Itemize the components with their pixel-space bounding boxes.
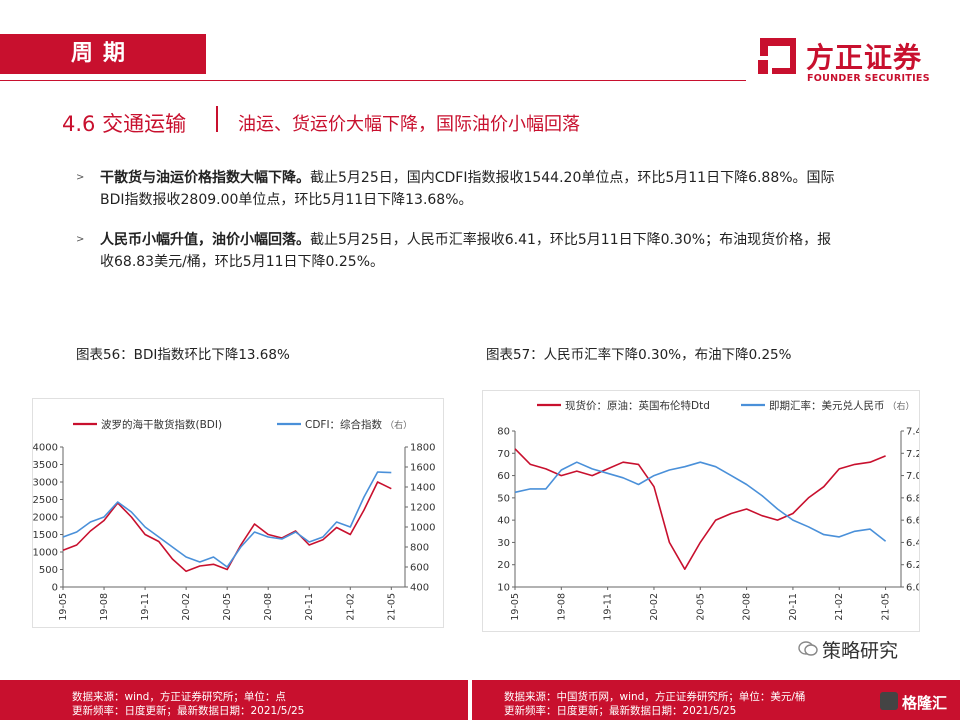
y2-tick-label: 1200 [410,503,435,514]
x-tick-label: 20-05 [222,593,233,621]
wechat-icon [798,640,818,658]
y-tick-label: 40 [497,516,510,527]
y2-tick-label: 1000 [410,523,435,534]
y2-tick-label: 7.2 [906,449,919,460]
x-tick-label: 19-11 [140,593,151,621]
legend-label-cdfi: CDFI：综合指数 （右） [305,418,412,431]
y2-tick-label: 600 [410,563,429,574]
y-tick-label: 10 [497,583,510,594]
footer-left-line1: 数据来源：wind，方正证券研究所；单位：点 [72,691,286,703]
x-tick-label: 20-02 [649,593,660,621]
y-tick-label: 0 [52,583,58,594]
series-line-1 [514,461,887,542]
y2-tick-label: 6.8 [906,493,919,504]
bullet-2-bold: 人民币小幅升值，油价小幅回落。 [100,232,310,248]
founder-logo-icon [756,38,796,78]
y-tick-label: 500 [39,565,58,576]
series-line-0 [62,481,392,573]
y2-tick-label: 800 [410,543,429,554]
y-tick-label: 80 [497,427,510,438]
bullet-2-text: 截止5月25日，人民币汇率报收6.41，环比5月11日下降0.30%；布油现货价… [100,232,832,270]
y2-tick-label: 6.2 [906,560,919,571]
x-tick-label: 21-05 [386,593,397,621]
footer-right-bar [472,680,960,720]
chart-56-legend: 波罗的海干散货指数(BDI) CDFI：综合指数 （右） [73,418,412,431]
y2-tick-label: 6.0 [906,583,919,594]
bullet-1: > 干散货与油运价格指数大幅下降。截止5月25日，国内CDFI指数报收1544.… [76,167,840,211]
chart-56-frame: 波罗的海干散货指数(BDI) CDFI：综合指数 （右） 0 500 1000 1500… [32,398,444,628]
title-separator [216,106,218,132]
watermark-strategy: 策略研究 [822,640,899,662]
section-label: 周期 [70,41,135,66]
chart-56: 波罗的海干散货指数(BDI) CDFI：综合指数 （右） 0 500 1000 1500… [33,418,436,621]
y2-tick-label: 6.6 [906,516,919,527]
y-tick-label: 20 [497,560,510,571]
x-tick-label: 19-08 [99,593,110,621]
y-tick-label: 60 [497,471,510,482]
footer-right-line1: 数据来源：中国货币网，wind，方正证券研究所；单位：美元/桶 [504,691,806,703]
figure-56-caption: 图表56：BDI指数环比下降13.68% [76,347,290,363]
x-tick-label: 20-11 [304,593,315,621]
x-tick-label: 21-02 [834,593,845,621]
x-tick-label: 19-08 [556,593,567,621]
gelonghui-logo-icon [880,692,898,710]
x-tick-label: 20-08 [263,593,274,621]
footer-right-line2: 更新频率：日度更新；最新数据日期：2021/5/25 [504,705,737,717]
y-tick-label: 3500 [33,460,58,471]
chart-57-frame: 现货价：原油：英国布伦特Dtd 即期汇率：美元兑人民币 （右） 10 20 30 40 5… [482,390,922,632]
series-line-0 [514,448,886,570]
y-tick-label: 4000 [33,443,58,454]
bullet-2: > 人民币小幅升值，油价小幅回落。截止5月25日，人民币汇率报收6.41，环比5… [76,229,840,273]
y-tick-label: 3000 [33,478,58,489]
y-tick-label: 50 [497,493,510,504]
y-tick-label: 1000 [33,548,58,559]
bullet-arrow-icon: > [76,234,85,245]
x-tick-label: 21-02 [345,593,356,621]
y-tick-label: 2000 [33,513,58,524]
bullet-1-bold: 干散货与油运价格指数大幅下降。 [100,170,310,186]
y2-tick-label: 1800 [410,443,435,454]
legend-label-bdi: 波罗的海干散货指数(BDI) [101,418,222,431]
x-tick-label: 20-05 [695,593,706,621]
chart-57: 现货价：原油：英国布伦特Dtd 即期汇率：美元兑人民币 （右） 10 20 30 40 5… [497,399,922,621]
logo-cn-text: 方正证券 [806,41,923,74]
series-line-1 [62,471,392,568]
x-tick-label: 20-02 [181,593,192,621]
bullet-arrow-icon: > [76,172,85,183]
y-tick-label: 2500 [33,495,58,506]
watermark-gelonghui: 格隆汇 [902,694,948,712]
figure-57-caption: 图表57：人民币汇率下降0.30%，布油下降0.25% [486,347,792,363]
legend-label-usdcny: 即期汇率：美元兑人民币 （右） [769,399,915,412]
y2-tick-label: 1400 [410,483,435,494]
logo-en-text: FOUNDER SECURITIES [807,73,930,84]
y-tick-label: 30 [497,538,510,549]
y2-tick-label: 7.4 [906,427,919,438]
y2-tick-label: 1600 [410,463,435,474]
header-rule [0,80,746,81]
y-tick-label: 1500 [33,530,58,541]
chart-57-legend: 现货价：原油：英国布伦特Dtd 即期汇率：美元兑人民币 （右） [537,399,915,412]
footer-left-line2: 更新频率：日度更新；最新数据日期：2021/5/25 [72,705,305,717]
x-tick-label: 19-05 [58,593,69,621]
x-tick-label: 19-05 [510,593,521,621]
y-tick-label: 70 [497,449,510,460]
y2-tick-label: 7.0 [906,471,919,482]
section-title: 4.6 交通运输 [62,112,187,136]
section-subtitle: 油运、货运价大幅下降，国际油价小幅回落 [238,114,580,135]
y2-tick-label: 400 [410,583,429,594]
x-tick-label: 21-05 [881,593,892,621]
legend-label-brent: 现货价：原油：英国布伦特Dtd [565,399,710,412]
x-tick-label: 20-08 [742,593,753,621]
x-tick-label: 20-11 [788,593,799,621]
footer-left-bar [0,680,468,720]
y2-tick-label: 6.4 [906,538,919,549]
bullet-1-text: 截止5月25日，国内CDFI指数报收1544.20单位点，环比5月11日下降6.… [100,170,835,208]
section-banner [0,34,206,74]
x-tick-label: 19-11 [603,593,614,621]
